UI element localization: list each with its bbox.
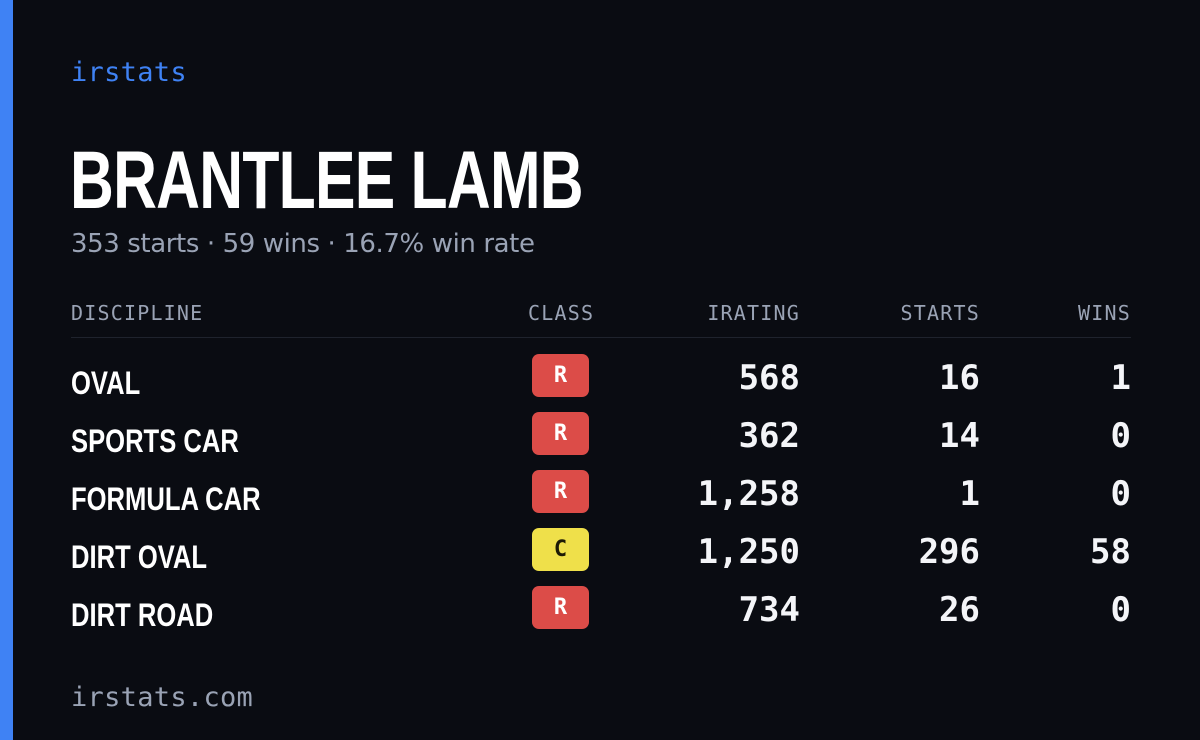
driver-name: BRANTLEE LAMB <box>70 135 584 226</box>
wins-value: 58 <box>1090 532 1131 572</box>
starts-value: 1 <box>959 474 980 514</box>
discipline-name: DIRT ROAD <box>71 597 214 633</box>
column-header-irating: IRATING <box>707 301 800 325</box>
starts-value: 16 <box>939 358 980 398</box>
license-class-badge: C <box>532 528 589 571</box>
starts-value: 296 <box>918 532 980 572</box>
starts-value: 14 <box>939 416 980 456</box>
column-header-wins: WINS <box>1078 301 1131 325</box>
header-divider <box>71 337 1131 338</box>
discipline-name: SPORTS CAR <box>71 423 239 459</box>
irating-value: 568 <box>738 358 800 398</box>
brand-logo: irstats <box>71 57 187 88</box>
footer-url: irstats.com <box>71 682 254 713</box>
license-class-badge: R <box>532 412 589 455</box>
irating-value: 362 <box>738 416 800 456</box>
license-class-badge: R <box>532 354 589 397</box>
column-header-discipline: DISCIPLINE <box>71 301 204 325</box>
column-header-class: CLASS <box>528 301 595 325</box>
table-row: SPORTS CAR R 362 14 0 <box>71 412 1131 462</box>
wins-value: 0 <box>1110 474 1131 514</box>
irating-value: 1,250 <box>697 532 800 572</box>
table-header: DISCIPLINE CLASS IRATING STARTS WINS <box>71 301 1131 325</box>
irating-value: 1,258 <box>697 474 800 514</box>
table-row: DIRT OVAL C 1,250 296 58 <box>71 528 1131 578</box>
column-header-starts: STARTS <box>900 301 980 325</box>
wins-value: 0 <box>1110 416 1131 456</box>
table-row: DIRT ROAD R 734 26 0 <box>71 586 1131 636</box>
table-row: OVAL R 568 16 1 <box>71 354 1131 404</box>
discipline-name: OVAL <box>71 365 141 401</box>
starts-value: 26 <box>939 590 980 630</box>
discipline-name: DIRT OVAL <box>71 539 208 575</box>
wins-value: 0 <box>1110 590 1131 630</box>
discipline-name: FORMULA CAR <box>71 481 261 517</box>
wins-value: 1 <box>1110 358 1131 398</box>
license-class-badge: R <box>532 586 589 629</box>
license-class-badge: R <box>532 470 589 513</box>
table-row: FORMULA CAR R 1,258 1 0 <box>71 470 1131 520</box>
accent-bar <box>0 0 13 740</box>
irating-value: 734 <box>738 590 800 630</box>
driver-summary: 353 starts · 59 wins · 16.7% win rate <box>71 229 535 259</box>
